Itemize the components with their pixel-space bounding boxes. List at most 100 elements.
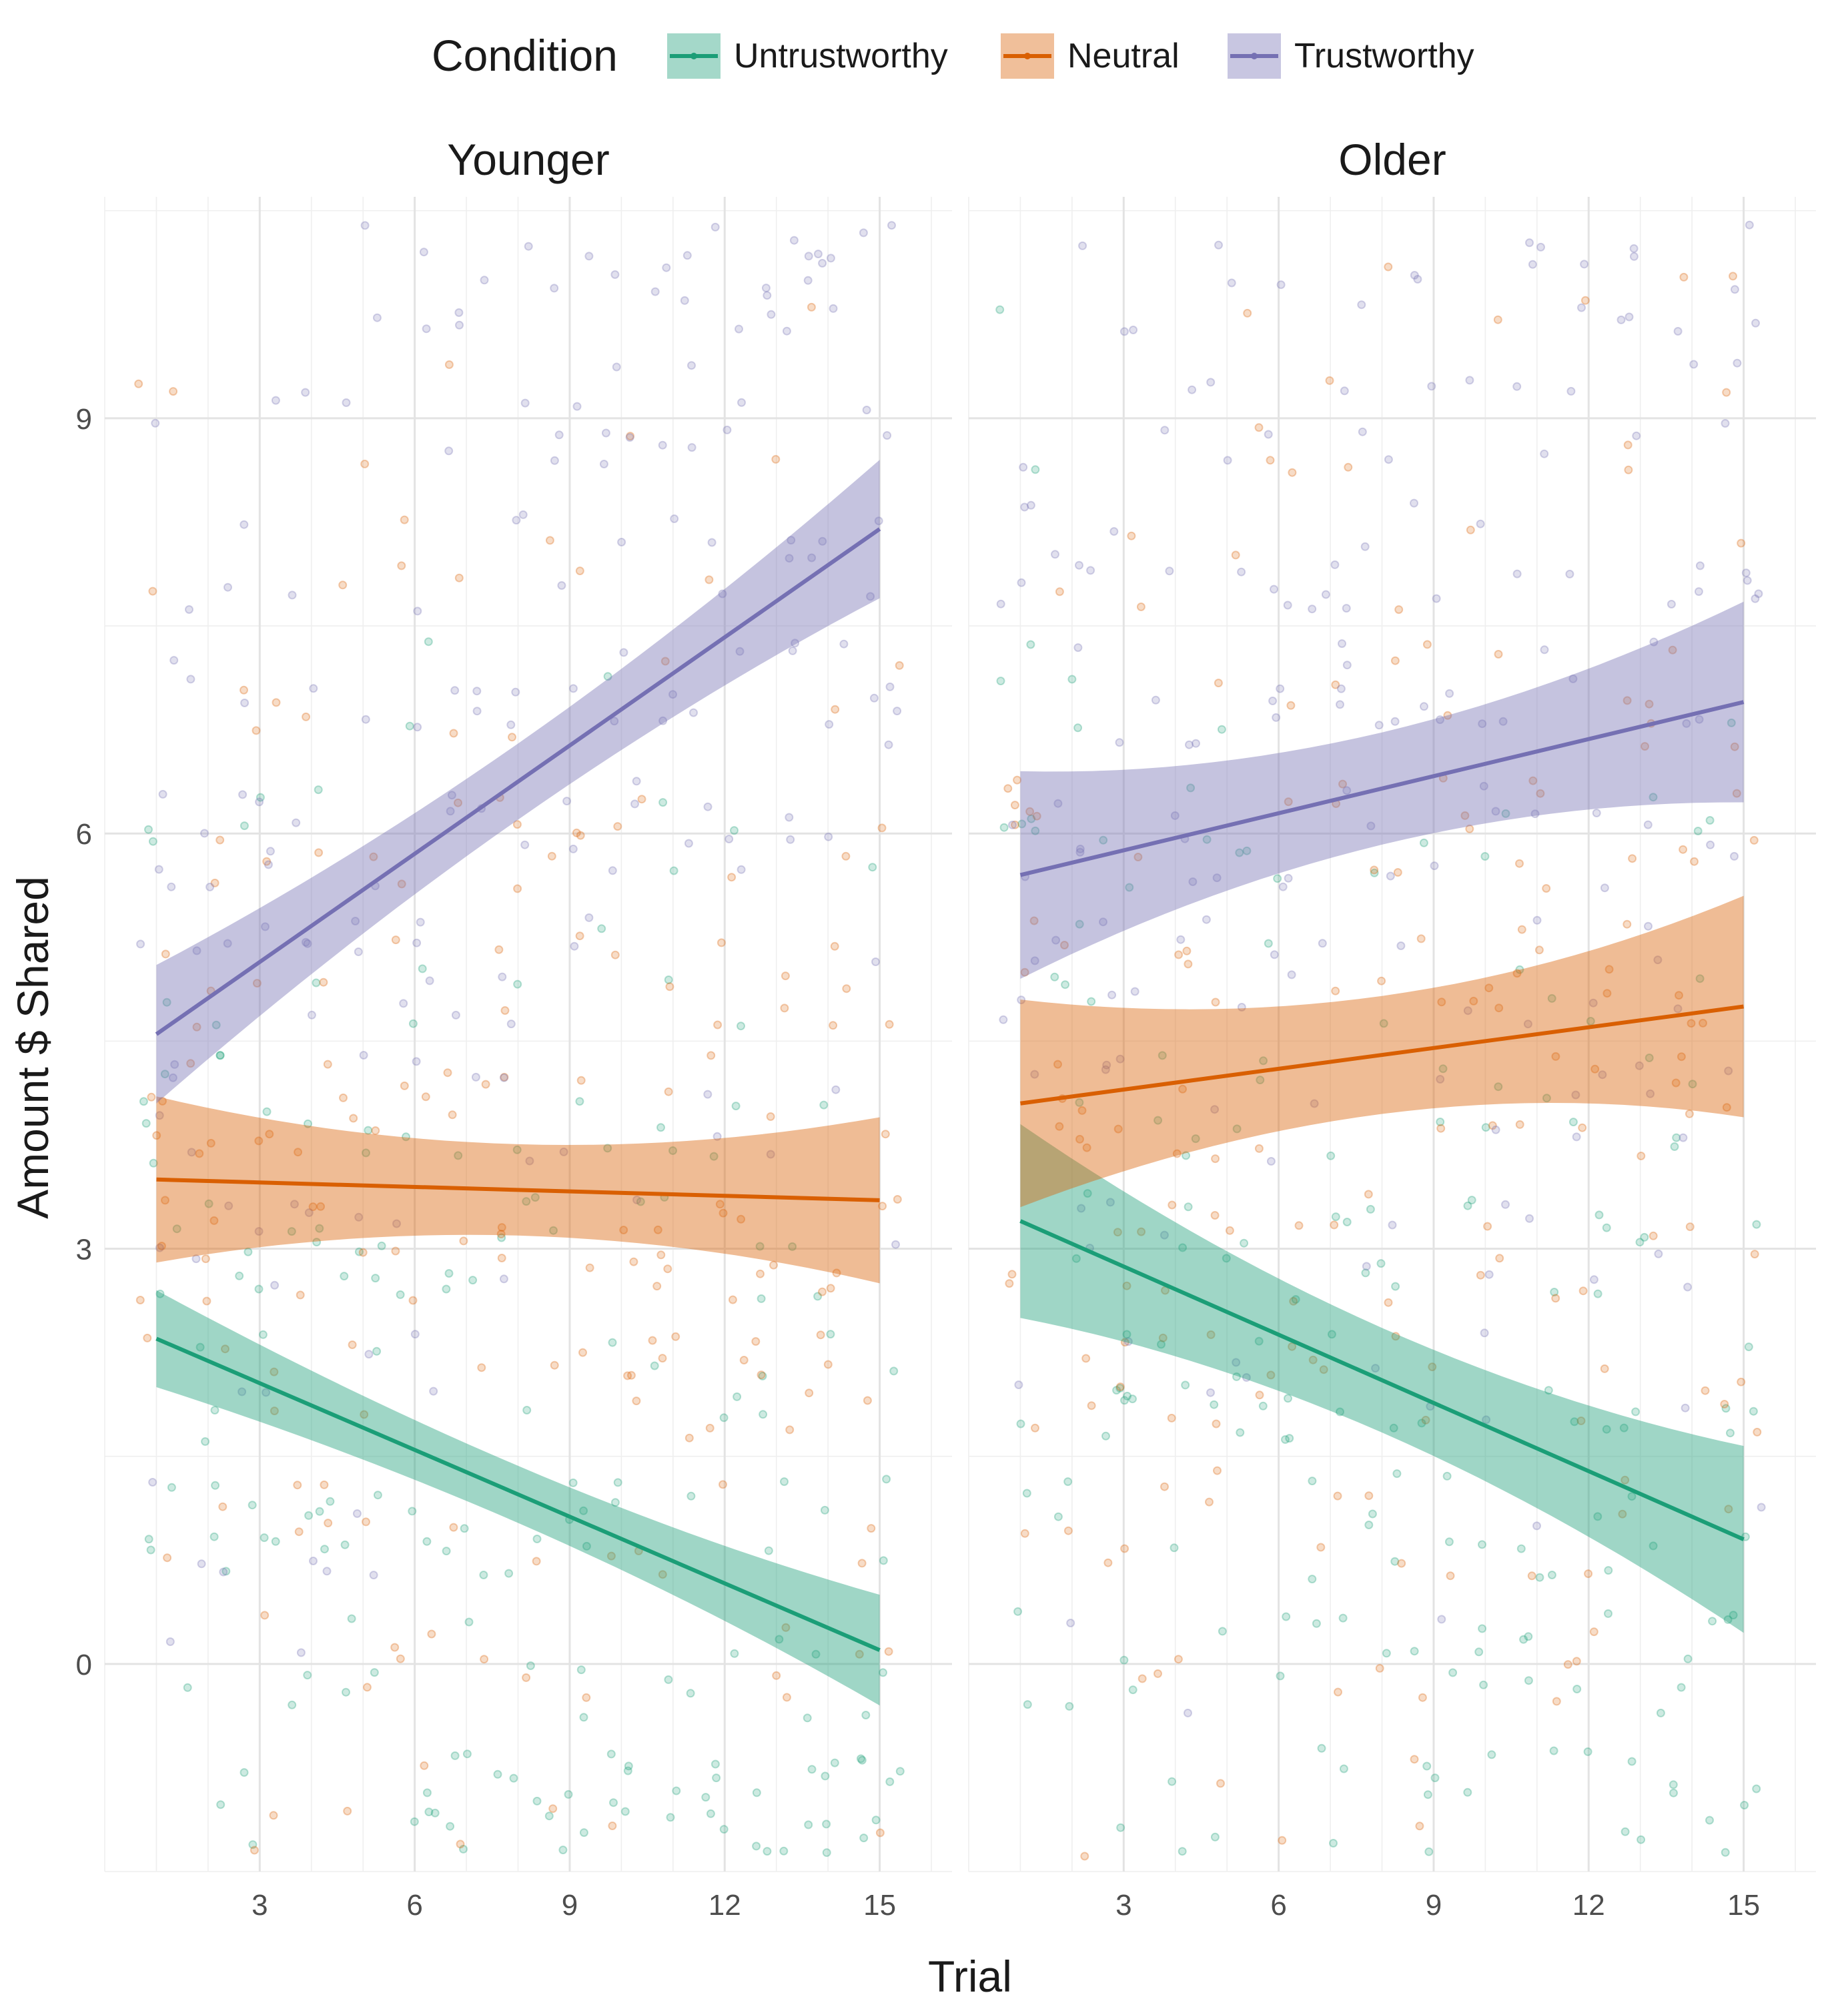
data-point-untrustworthy	[304, 1511, 314, 1520]
data-point-neutral	[715, 1200, 725, 1209]
data-point-trustworthy	[361, 715, 370, 724]
data-point-untrustworthy	[564, 1789, 573, 1799]
data-point-neutral	[1578, 1286, 1588, 1296]
data-point-neutral	[1690, 857, 1699, 866]
data-point-neutral	[1391, 1332, 1400, 1341]
data-point-untrustworthy	[256, 793, 265, 802]
y-tick-label: 9	[76, 403, 92, 436]
data-point-untrustworthy	[1379, 1019, 1388, 1028]
data-point-neutral	[739, 1356, 749, 1364]
data-point-untrustworthy	[1549, 1746, 1558, 1755]
data-point-neutral	[494, 945, 504, 954]
data-point-trustworthy	[309, 1557, 318, 1565]
data-point-neutral	[1637, 1152, 1646, 1160]
data-point-trustworthy	[789, 236, 799, 245]
data-point-neutral	[1331, 986, 1340, 995]
data-point-untrustworthy	[895, 1767, 905, 1776]
data-point-untrustworthy	[216, 1800, 225, 1809]
data-point-trustworthy	[1501, 1200, 1510, 1209]
data-point-trustworthy	[1616, 315, 1626, 324]
data-point-untrustworthy	[1389, 1423, 1398, 1433]
data-point-neutral	[1174, 1655, 1183, 1664]
data-point-untrustworthy	[1210, 1832, 1220, 1842]
data-point-untrustworthy	[822, 1848, 831, 1858]
legend: Condition Untrustworthy Neutral Trustworth…	[432, 31, 1474, 80]
legend-key-point	[690, 53, 697, 59]
data-point-trustworthy	[444, 446, 454, 456]
data-point-untrustworthy	[1282, 1612, 1291, 1621]
data-point-neutral	[756, 1269, 765, 1278]
data-point-trustworthy	[866, 592, 875, 601]
data-point-trustworthy	[1101, 1065, 1110, 1074]
data-point-trustworthy	[1536, 242, 1545, 252]
data-point-untrustworthy	[568, 1478, 578, 1487]
data-point-untrustworthy	[1544, 1386, 1553, 1395]
data-point-neutral	[262, 857, 272, 866]
data-point-trustworthy	[1532, 1521, 1541, 1531]
data-point-neutral	[1334, 1687, 1342, 1697]
data-point-trustworthy	[584, 913, 594, 922]
data-point-trustworthy	[887, 221, 896, 230]
data-point-untrustworthy	[579, 1713, 588, 1722]
data-point-trustworthy	[1629, 252, 1639, 261]
data-point-untrustworthy	[1586, 1017, 1595, 1026]
data-point-untrustworthy	[606, 1749, 616, 1759]
data-point-trustworthy	[1130, 987, 1139, 996]
data-point-untrustworthy	[422, 1537, 432, 1546]
panel-older: Older 3 6 9 12 15	[968, 135, 1816, 1922]
data-point-neutral	[169, 387, 178, 396]
data-point-trustworthy	[737, 398, 746, 407]
data-point-trustworthy	[572, 402, 582, 411]
data-point-trustworthy	[1512, 569, 1522, 578]
data-point-neutral	[316, 1202, 326, 1211]
data-point-untrustworthy	[1339, 1764, 1348, 1773]
data-point-untrustworthy	[624, 1761, 633, 1771]
data-point-neutral	[1364, 1190, 1373, 1199]
data-point-neutral	[1488, 1121, 1497, 1130]
data-point-neutral	[1437, 997, 1446, 1007]
data-point-neutral	[855, 1649, 864, 1659]
data-point-neutral	[1174, 950, 1184, 959]
data-point-untrustworthy	[373, 1491, 382, 1500]
data-point-neutral	[1600, 1364, 1609, 1373]
data-point-trustworthy	[625, 433, 634, 442]
data-point-neutral	[1254, 423, 1264, 432]
data-point-untrustworthy	[1645, 1054, 1654, 1062]
data-point-trustworthy	[304, 1208, 314, 1217]
data-point-neutral	[314, 848, 324, 857]
x-tick-label: 15	[863, 1889, 896, 1922]
data-point-untrustworthy	[260, 1533, 269, 1543]
data-point-neutral	[480, 1655, 489, 1664]
data-point-neutral	[613, 822, 622, 831]
data-point-untrustworthy	[460, 1524, 469, 1533]
data-point-neutral	[1469, 996, 1478, 1005]
data-point-trustworthy	[658, 716, 668, 725]
data-point-trustworthy	[425, 976, 434, 985]
data-point-untrustworthy	[1438, 1064, 1448, 1074]
data-point-untrustworthy	[620, 1807, 630, 1816]
data-point-untrustworthy	[1572, 1685, 1582, 1693]
data-point-untrustworthy	[1677, 1683, 1686, 1692]
data-point-untrustworthy	[167, 1483, 176, 1492]
data-point-neutral	[1055, 587, 1064, 596]
data-point-neutral	[1750, 1250, 1759, 1259]
data-point-neutral	[1182, 946, 1192, 955]
data-point-trustworthy	[185, 605, 193, 614]
data-point-untrustworthy	[1740, 1801, 1749, 1809]
data-point-untrustworthy	[221, 1567, 231, 1576]
data-point-neutral	[877, 823, 887, 833]
data-point-trustworthy	[1017, 578, 1026, 587]
data-point-neutral	[1668, 645, 1677, 655]
data-point-trustworthy	[1212, 873, 1222, 883]
data-point-neutral	[218, 1502, 227, 1511]
data-point-neutral	[658, 1354, 667, 1363]
data-point-neutral	[270, 1367, 279, 1376]
data-point-untrustworthy	[737, 1022, 745, 1031]
data-point-untrustworthy	[1417, 1419, 1426, 1428]
data-point-trustworthy	[303, 939, 312, 948]
data-point-untrustworthy	[576, 1665, 586, 1675]
data-point-untrustworthy	[582, 1541, 591, 1551]
data-point-untrustworthy	[1285, 1434, 1294, 1443]
data-point-untrustworthy	[711, 1759, 720, 1769]
